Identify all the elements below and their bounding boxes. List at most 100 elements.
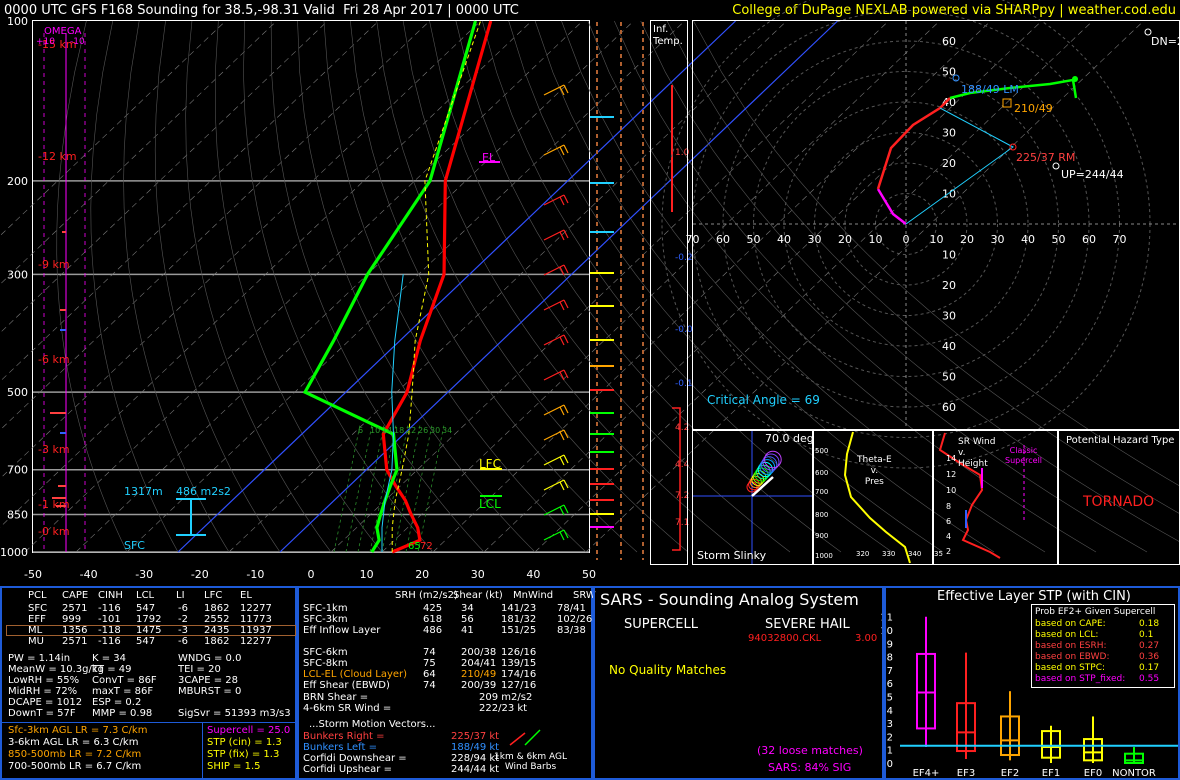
parcel-header: EL: [240, 590, 252, 601]
parcel-row: -118: [98, 625, 121, 636]
parcel-header: CINH: [98, 590, 123, 601]
stp-prob-title: Prob EF2+ Given Supercell: [1035, 607, 1156, 617]
index-value: DCAPE = 1012: [8, 697, 83, 708]
prob-label: based on EBWD:: [1035, 652, 1110, 662]
kinematics-cell: SFC-6km: [303, 647, 348, 658]
parcel-header: LI: [176, 590, 185, 601]
kinematics-cell: 56: [461, 614, 474, 625]
parcel-row: 1792: [136, 614, 162, 625]
kinematics-cell: 204/41: [461, 658, 497, 669]
thetae-xtick: 340: [908, 550, 922, 558]
hazard-title: Potential Hazard Type: [1066, 435, 1175, 446]
parcel-header: CAPE: [62, 590, 89, 601]
index-value: 3CAPE = 28: [178, 675, 238, 686]
parcel-row: 547: [136, 636, 156, 647]
temp-tick: 30: [471, 568, 485, 581]
kinematics-cell: 102/26: [557, 614, 593, 625]
srwind-ytick: 8: [946, 502, 952, 511]
composite-index: SHIP = 1.5: [207, 761, 261, 772]
lapse-rate: Sfc-3km AGL LR = 7.3 C/km: [8, 725, 148, 736]
kinematics-cell: 425: [423, 603, 443, 614]
index-value: WNDG = 0.0: [178, 653, 242, 664]
parcel-row: MU: [28, 636, 44, 647]
kinematics-header: SRH (m2/s2): [395, 590, 458, 601]
slinky-label: Storm Slinky: [697, 549, 767, 562]
thetae-ytick: 500: [815, 447, 829, 455]
index-value: DownT = 57F: [8, 708, 76, 719]
index-value: ConvT = 86F: [92, 675, 157, 686]
index-value: LowRH = 55%: [8, 675, 80, 686]
pressure-label: 200: [7, 175, 28, 188]
index-value: K = 34: [92, 653, 127, 664]
parcel-row: 999: [62, 614, 82, 625]
temp-tick: 10: [360, 568, 374, 581]
kinematics-cell: 127/16: [501, 680, 537, 691]
parcel-row: 547: [136, 603, 156, 614]
header-credit: College of DuPage NEXLAB powered via SHA…: [732, 3, 1176, 18]
index-value: MMP = 0.98: [92, 708, 153, 719]
sars-panel: [593, 586, 884, 780]
kinematics-cell: 126/16: [501, 647, 537, 658]
kinematics-cell: 618: [423, 614, 443, 625]
parcel-row: -101: [98, 614, 121, 625]
parcel-row: 1862: [204, 603, 230, 614]
prob-value: 0.1: [1139, 630, 1154, 640]
storm-motion-value: 244/44 kt: [451, 764, 500, 775]
hodo-mean-label: 210/49: [1014, 102, 1053, 115]
srwind-ytick: 14: [946, 454, 957, 463]
kinematics-cell: 151/25: [501, 625, 537, 636]
prob-value: 0.17: [1139, 663, 1160, 673]
skewt-panel: [32, 20, 590, 553]
wind46-value: 222/23 kt: [479, 703, 528, 714]
storm-motion-label: Corfidi Downshear =: [303, 753, 407, 764]
inf-temp-panel: [650, 20, 688, 565]
thetae-ytick: 800: [815, 511, 829, 519]
temp-tick: 40: [526, 568, 540, 581]
pressure-label: 850: [7, 509, 28, 522]
sars-hail-size: 3.00: [855, 633, 878, 644]
index-value: TT = 49: [92, 664, 132, 675]
index-value: MBURST = 0: [178, 686, 242, 697]
header-title: 0000 UTC GFS F168 Sounding for 38.5,-98.…: [4, 3, 519, 18]
hodo-lm-label: 188/49 LM: [961, 83, 1019, 96]
sars-supercell: SUPERCELL: [624, 617, 698, 632]
storm-motion-value: 228/94 kt: [451, 753, 500, 764]
prob-value: 0.27: [1139, 641, 1160, 651]
kinematics-header: MnWind: [513, 590, 554, 601]
index-value: TEI = 20: [178, 664, 221, 675]
kinematics-header: Shear (kt): [453, 590, 503, 601]
storm-motion-label: Bunkers Left =: [303, 742, 377, 753]
thetae-ytick: 1000: [815, 552, 833, 560]
parcel-row: 12277: [240, 603, 272, 614]
prob-value: 0.36: [1139, 652, 1160, 662]
prob-label: based on CAPE:: [1035, 619, 1106, 629]
parcel-row: -6: [178, 636, 188, 647]
prob-label: based on LCL:: [1035, 630, 1099, 640]
thermo-indices-panel: [0, 586, 297, 780]
hodo-dn-label: DN=2: [1151, 35, 1180, 48]
kinematics-cell: 174/16: [501, 669, 537, 680]
sars-hail-match: 94032800.CKL: [748, 633, 822, 644]
thetae-xtick: 320: [856, 550, 870, 558]
wind46-label: 4-6km SR Wind =: [303, 703, 392, 714]
parcel-row: -2: [178, 614, 188, 625]
kinematics-cell: 210/49: [461, 669, 497, 680]
lapse-rate: 3-6km AGL LR = 6.3 C/km: [8, 737, 139, 748]
pressure-label: 300: [7, 268, 28, 281]
kinematics-cell: 75: [423, 658, 436, 669]
parcel-row: 1356: [62, 625, 88, 636]
thetae-ytick: 900: [815, 532, 829, 540]
kinematics-cell: 74: [423, 647, 436, 658]
kinematics-cell: 181/32: [501, 614, 537, 625]
index-value: ESP = 0.2: [92, 697, 142, 708]
temp-tick: -40: [80, 568, 98, 581]
pressure-label: 1000: [0, 546, 28, 559]
pressure-label: 700: [7, 464, 28, 477]
lapse-rate: 700-500mb LR = 6.7 C/km: [8, 761, 142, 772]
stp-panel: [884, 586, 1180, 780]
kinematics-cell: 41: [461, 625, 474, 636]
parcel-row: -116: [98, 636, 121, 647]
kinematics-cell: 83/38: [557, 625, 586, 636]
hodo-up-label: UP=244/44: [1061, 168, 1124, 181]
kinematics-cell: 34: [461, 603, 474, 614]
